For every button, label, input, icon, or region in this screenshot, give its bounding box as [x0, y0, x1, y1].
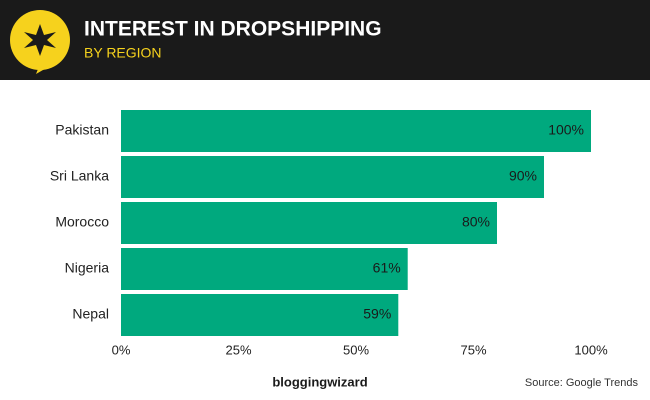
y-tick-label: Sri Lanka — [50, 168, 109, 184]
y-tick-label: Nigeria — [65, 260, 110, 276]
bar — [121, 248, 408, 290]
y-tick-label: Nepal — [72, 306, 109, 322]
bar — [121, 156, 544, 198]
value-label: 59% — [363, 306, 391, 322]
bar — [121, 202, 497, 244]
header-band — [0, 0, 650, 80]
x-tick-label: 100% — [574, 342, 608, 357]
x-tick-label: 75% — [460, 342, 486, 357]
chart-subtitle: BY REGION — [84, 45, 162, 61]
x-tick-label: 25% — [225, 342, 251, 357]
bar — [121, 110, 591, 152]
x-tick-label: 50% — [343, 342, 369, 357]
y-tick-label: Pakistan — [55, 122, 109, 138]
x-tick-label: 0% — [112, 342, 131, 357]
value-label: 90% — [509, 168, 537, 184]
value-label: 80% — [462, 214, 490, 230]
brand: bloggingwizard — [272, 374, 367, 389]
value-label: 61% — [373, 260, 401, 276]
value-label: 100% — [548, 122, 584, 138]
source: Source: Google Trends — [525, 377, 639, 389]
logo — [10, 10, 70, 74]
y-tick-label: Morocco — [55, 214, 109, 230]
chart-title: INTEREST IN DROPSHIPPING — [84, 18, 382, 41]
bar — [121, 294, 399, 336]
